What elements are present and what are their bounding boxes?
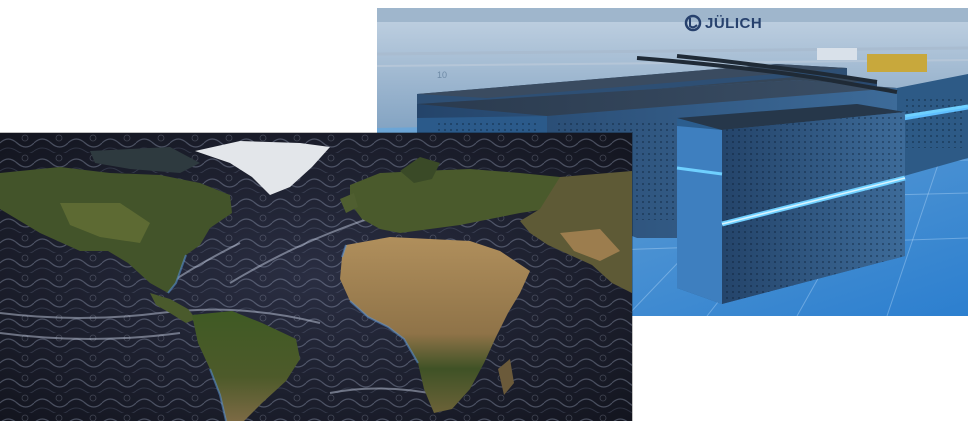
rack-row-right [896, 74, 968, 178]
central-america [150, 293, 196, 323]
ocean-simulation-map [0, 133, 632, 421]
south-america [192, 311, 300, 421]
africa [340, 237, 530, 413]
europe [350, 169, 580, 233]
overhead-ducts [636, 54, 898, 94]
rack-row-number: 10 [437, 70, 447, 80]
cooling-unit [867, 54, 927, 72]
coastline-highlight [167, 244, 419, 421]
rack-front [676, 104, 968, 304]
arctic-islands [90, 147, 200, 173]
british-isles [340, 193, 358, 213]
ceiling-beam [377, 8, 968, 22]
julich-logo-text: JÜLICH [705, 15, 762, 32]
cable-tray [377, 46, 968, 56]
back-cabinet [817, 48, 857, 60]
madagascar [498, 359, 514, 395]
ocean-eddy-visualization [0, 133, 632, 421]
greenland-ice [195, 141, 330, 195]
middle-east [560, 229, 620, 261]
scandinavia [400, 157, 440, 183]
julich-logo: JÜLICH [684, 14, 762, 32]
north-america-plains [60, 203, 150, 243]
